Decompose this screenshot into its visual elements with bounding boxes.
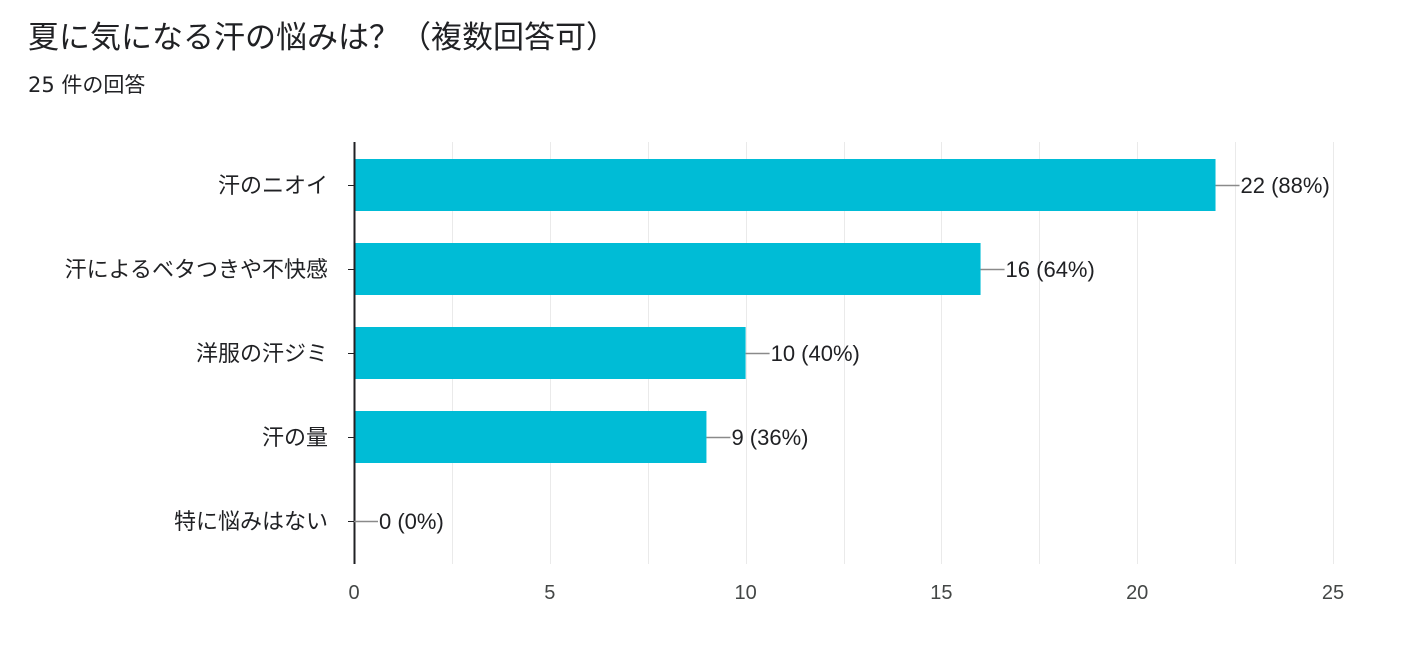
response-count: 25 件の回答 xyxy=(28,73,146,97)
x-tick-label: 25 xyxy=(1322,582,1344,604)
bars xyxy=(354,159,1216,463)
value-label: 0 (0%) xyxy=(379,509,444,534)
value-label: 16 (64%) xyxy=(1006,257,1095,282)
bar-3 xyxy=(354,327,746,379)
x-tick-label: 15 xyxy=(930,582,952,604)
chart-title: 夏に気になる汗の悩みは？（複数回答可） xyxy=(28,20,617,56)
x-tick-label: 10 xyxy=(734,582,756,604)
value-label: 9 (36%) xyxy=(731,425,808,450)
category-label: 汗によるベタつきや不快感 xyxy=(65,258,328,283)
bar-2 xyxy=(354,243,981,295)
category-label: 特に悩みはない xyxy=(174,510,328,535)
x-tick-label: 5 xyxy=(544,582,555,604)
bar-4 xyxy=(354,411,707,463)
category-label: 汗の量 xyxy=(262,426,328,451)
x-tick-label: 0 xyxy=(348,582,359,604)
value-label: 22 (88%) xyxy=(1241,173,1330,198)
labels: 22 (88%) 汗のニオイ 16 (64%) 汗によるベタつきや不快感 10 (40%… xyxy=(65,173,1344,604)
category-label: 洋服の汗ジミ xyxy=(196,342,328,367)
bar-1 xyxy=(354,159,1216,211)
axes xyxy=(348,142,356,564)
category-label: 汗のニオイ xyxy=(218,174,328,199)
x-tick-label: 20 xyxy=(1126,582,1148,604)
value-label: 10 (40%) xyxy=(771,341,860,366)
